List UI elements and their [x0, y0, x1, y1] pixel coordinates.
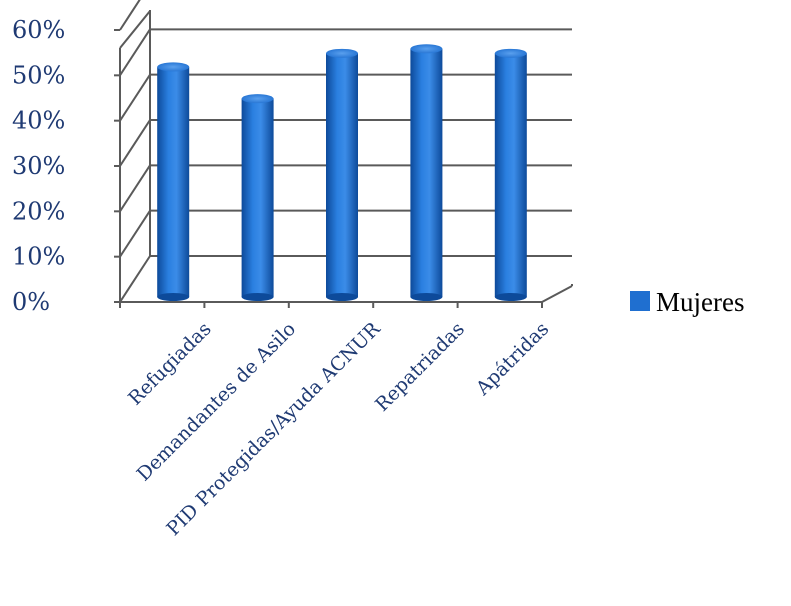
gridline-side: [119, 74, 151, 122]
x-tick-label: Refugiadas: [124, 318, 216, 410]
bar-body: [494, 53, 527, 298]
y-tick-label: 20%: [12, 197, 65, 225]
bar-base: [326, 293, 358, 301]
legend-label: Mujeres: [656, 287, 744, 317]
y-tick-label: 40%: [12, 107, 65, 135]
bar-base: [494, 293, 527, 301]
bar-top: [157, 62, 190, 72]
bar-top: [241, 94, 274, 104]
gridline-side: [119, 210, 151, 258]
gridline-side: [119, 28, 151, 76]
bar: [410, 44, 443, 301]
bar-body: [326, 53, 358, 298]
bars: [157, 44, 527, 301]
gridline-side: [119, 119, 151, 167]
bar: [326, 48, 358, 301]
side-wall-top: [119, 10, 151, 49]
bar-top: [326, 48, 358, 58]
bar-top: [494, 48, 527, 58]
gridline-side: [119, 164, 151, 212]
legend: Mujeres: [630, 287, 744, 317]
bar: [494, 48, 527, 301]
y-tick-label: 30%: [12, 152, 65, 180]
y-axis: 0% 10% 20% 30% 40% 50% 60%: [12, 16, 65, 316]
y-tick-label: 10%: [12, 243, 65, 271]
gridline-side: [119, 0, 141, 31]
y-tick-label: 0%: [12, 288, 50, 316]
gridline-side: [119, 255, 151, 303]
bar-base: [157, 293, 190, 301]
x-tick-label: Demandantes de Asilo: [133, 318, 301, 486]
bar-body: [241, 98, 274, 298]
bar-body: [410, 48, 443, 297]
bar-top: [410, 44, 443, 54]
legend-swatch: [630, 291, 650, 311]
bar: [241, 94, 274, 301]
y-tick-label: 50%: [12, 61, 65, 89]
floor-right: [541, 285, 573, 303]
bar: [157, 62, 190, 301]
bar-body: [157, 66, 190, 297]
x-tick-label: Repatriadas: [371, 318, 469, 416]
bar-base: [410, 293, 443, 301]
bar-base: [241, 293, 274, 301]
x-tick-label: Apátridas: [471, 318, 553, 400]
y-tick-label: 60%: [12, 16, 65, 44]
